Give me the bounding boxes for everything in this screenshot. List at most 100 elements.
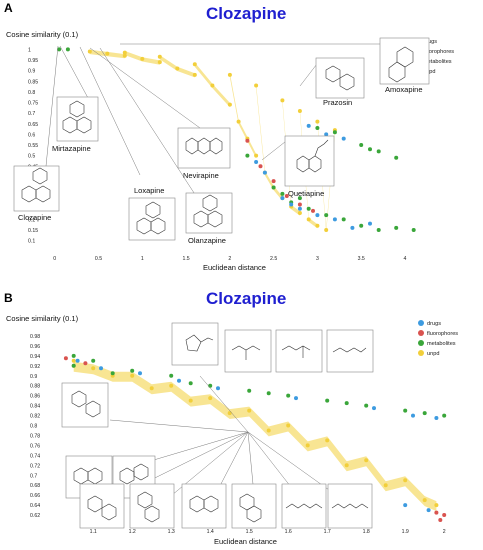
- point-unpd: [122, 50, 127, 55]
- point-metabolites: [280, 191, 285, 196]
- y-tick-label: 0.88: [30, 384, 40, 390]
- x-tick-label: 2.5: [270, 256, 277, 262]
- point-metabolites: [332, 130, 337, 135]
- leader-b-5: [159, 431, 249, 506]
- y-tick-label: 0.72: [30, 463, 40, 469]
- leader-loxapine: [79, 46, 141, 176]
- point-unpd: [169, 383, 174, 388]
- point-drugs: [403, 503, 408, 508]
- loxapine-label: Loxapine: [134, 186, 164, 195]
- point-fluorophores: [434, 510, 439, 515]
- point-unpd: [305, 443, 310, 448]
- y-tick-label: 0.66: [30, 493, 40, 499]
- loxapine-structure-box: [128, 197, 176, 241]
- y-tick-label: 0.1: [28, 239, 35, 245]
- point-drugs: [254, 160, 259, 164]
- b-structure-box-bottom-1: [79, 483, 125, 529]
- legend-b-metabolites-swatch: [418, 340, 424, 346]
- point-metabolites: [57, 47, 62, 52]
- point-metabolites: [306, 206, 311, 211]
- point-unpd: [208, 396, 213, 401]
- x-tick-label: 1.5: [246, 529, 253, 535]
- y-tick-label: 0.92: [30, 364, 40, 370]
- y-tick-label: 0.82: [30, 414, 40, 420]
- panel-b-y-axis-label: Cosine similarity (0.1): [6, 314, 79, 323]
- point-drugs: [177, 378, 181, 383]
- point-unpd: [286, 423, 291, 428]
- olanzapine-structure-box: [185, 192, 233, 234]
- point-unpd: [87, 49, 92, 54]
- mirtazapine-label: Mirtazapine: [52, 144, 91, 153]
- point-unpd: [192, 72, 197, 77]
- b-structure-box-2: [224, 329, 272, 373]
- point-metabolites: [247, 388, 252, 393]
- point-metabolites: [324, 213, 329, 218]
- unpd-density-band: [73, 356, 437, 512]
- leader-olanzapine: [99, 47, 197, 197]
- point-drugs: [434, 416, 439, 420]
- point-unpd: [266, 428, 271, 433]
- point-unpd: [227, 102, 232, 107]
- point-drugs: [297, 206, 302, 211]
- panel-a-data-points: [57, 47, 416, 232]
- x-tick-label: 1.1: [90, 529, 97, 535]
- point-unpd: [297, 109, 302, 113]
- point-unpd: [188, 398, 193, 403]
- x-tick-label: 2: [443, 529, 446, 535]
- point-fluorophores: [83, 361, 88, 366]
- legend-b-fluorophores-swatch: [418, 330, 424, 336]
- point-fluorophores: [442, 513, 447, 517]
- point-metabolites: [245, 153, 250, 158]
- point-unpd: [175, 66, 180, 71]
- leader-mirtazapine: [59, 45, 89, 99]
- point-drugs: [341, 136, 346, 141]
- b-structure-box-3: [275, 329, 323, 373]
- y-tick-label: 1: [28, 47, 31, 53]
- x-tick-label: 3: [316, 256, 319, 262]
- y-tick-label: 0.8: [30, 424, 37, 430]
- point-metabolites: [271, 185, 276, 190]
- b-structure-box-bottom-3: [181, 483, 227, 529]
- point-drugs: [332, 217, 337, 222]
- point-metabolites: [403, 408, 408, 413]
- panel-b-density-band: [73, 356, 437, 512]
- point-unpd: [149, 386, 154, 391]
- y-tick-label: 0.68: [30, 483, 40, 489]
- point-drugs: [280, 196, 285, 201]
- point-drugs: [289, 202, 294, 207]
- point-metabolites: [376, 149, 381, 154]
- point-unpd: [157, 60, 162, 65]
- point-fluorophores: [63, 356, 68, 361]
- b-structure-box-proline: [171, 322, 219, 366]
- point-unpd: [280, 98, 285, 103]
- leader-clozapine: [45, 45, 59, 167]
- y-tick-label: 0.5: [28, 154, 35, 160]
- y-tick-label: 0.85: [28, 79, 38, 85]
- y-tick-label: 0.6: [28, 132, 35, 138]
- point-metabolites: [368, 147, 372, 152]
- panel-a-ticks: 0 0.5 1 1.5 2 2.5 3 3.5 4 1 0.95 0.9 0.85 0.8 0.75 0.7 0…: [28, 47, 407, 262]
- y-tick-label: 0.15: [28, 228, 38, 234]
- x-tick-label: 2: [228, 256, 231, 262]
- b-structure-box-4: [326, 329, 374, 373]
- panel-b-ticks: 1.1 1.2 1.3 1.4 1.5 1.6 1.7 1.8 1.9 2 0.98 0.96 0.94…: [30, 334, 446, 535]
- point-metabolites: [442, 413, 447, 418]
- point-unpd: [122, 53, 127, 58]
- point-drugs: [306, 123, 311, 128]
- point-drugs: [350, 225, 355, 230]
- point-unpd: [105, 51, 110, 56]
- panel-b-letter: B: [4, 291, 13, 305]
- point-unpd: [247, 408, 252, 413]
- point-metabolites: [325, 398, 330, 403]
- panel-b-title: Clozapine: [206, 289, 286, 308]
- panel-b-legend: drugs fluorophores metabolites unpd: [418, 320, 458, 357]
- point-drugs: [315, 213, 320, 218]
- point-metabolites: [110, 371, 115, 376]
- x-tick-label: 1: [141, 256, 144, 262]
- leader-b-2: [109, 419, 249, 433]
- y-tick-label: 0.75: [28, 101, 38, 107]
- point-unpd: [297, 211, 302, 215]
- b-structure-box-bottom-6: [327, 483, 373, 529]
- point-unpd: [422, 498, 427, 503]
- panel-b-data-points: [63, 353, 447, 522]
